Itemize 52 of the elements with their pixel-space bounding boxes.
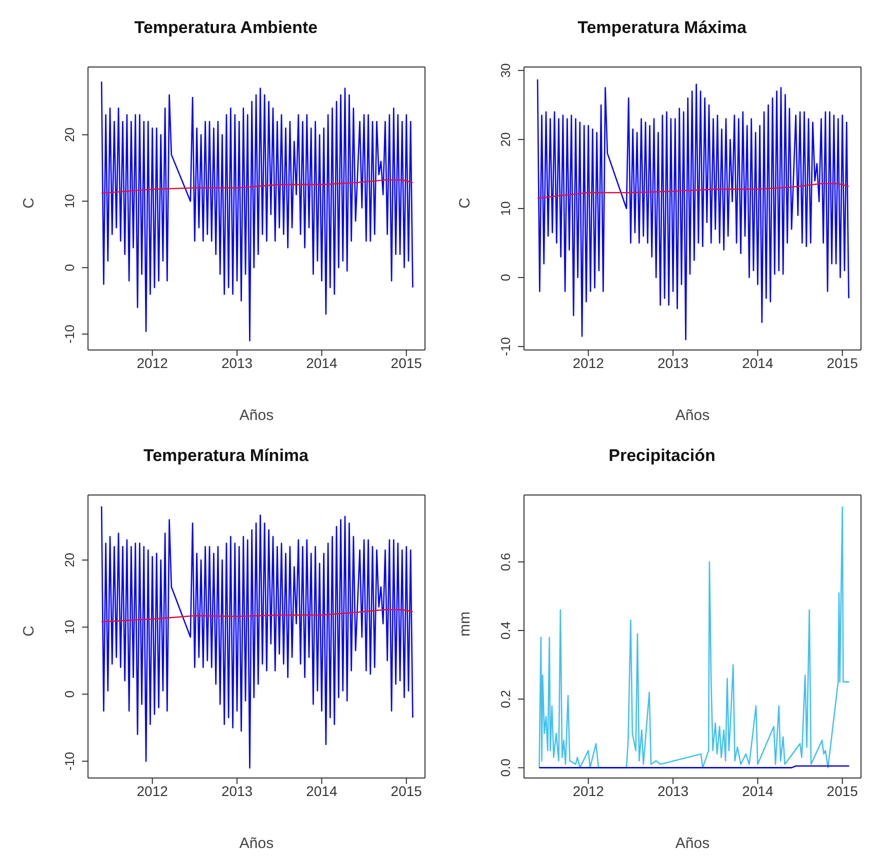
y-tick-label: 20	[62, 552, 77, 568]
y-tick-label: 10	[62, 194, 77, 208]
y-tick-label: 20	[498, 132, 513, 147]
line-series	[100, 179, 414, 194]
x-tick-label: 2013	[657, 782, 689, 799]
y-tick-label: 0.2	[498, 690, 513, 708]
x-tick-label: 2014	[306, 354, 338, 371]
x-tick-label: 2014	[306, 782, 338, 799]
x-axis-title: Años	[239, 407, 274, 424]
x-tick-label: 2015	[826, 354, 858, 371]
x-tick-label: 2012	[136, 782, 168, 799]
y-tick-label: 0.0	[498, 758, 513, 777]
x-axis-title: Años	[675, 407, 710, 424]
y-tick-label: 0	[498, 274, 513, 282]
line-series	[536, 183, 850, 199]
x-tick-label: 2013	[221, 354, 253, 371]
x-tick-label: 2012	[136, 354, 168, 371]
x-tick-label: 2014	[742, 354, 774, 371]
x-axis-title: Años	[675, 835, 710, 852]
y-axis-title: C	[456, 198, 474, 208]
y-axis-title: C	[20, 626, 38, 636]
x-tick-label: 2012	[572, 354, 604, 371]
chart-title: Temperatura Mínima	[142, 446, 310, 466]
x-tick-label: 2015	[390, 782, 422, 799]
y-tick-label: 30	[498, 63, 513, 78]
y-axis-title: mm	[456, 612, 474, 636]
y-tick-label: -10	[62, 324, 77, 344]
chart-title: Precipitación	[608, 446, 716, 466]
line-series	[536, 78, 850, 340]
y-tick-label: 10	[62, 620, 77, 634]
y-tick-label: 0	[62, 264, 77, 272]
chart-title: Temperatura Ambiente	[133, 18, 319, 38]
y-tick-label: -10	[498, 337, 513, 356]
x-tick-label: 2013	[657, 354, 689, 371]
x-tick-label: 2012	[572, 782, 604, 799]
y-tick-label: 0	[62, 690, 77, 698]
y-tick-label: 10	[498, 201, 513, 216]
x-tick-label: 2014	[742, 782, 774, 799]
line-series	[100, 506, 414, 769]
chart-title: Temperatura Máxima	[576, 18, 748, 38]
x-axis-title: Años	[239, 835, 274, 852]
line-series	[100, 609, 414, 622]
line-series	[538, 506, 850, 768]
line-series	[100, 80, 414, 342]
y-axis-title: C	[20, 198, 38, 208]
x-tick-label: 2015	[826, 782, 858, 799]
x-tick-label: 2015	[390, 354, 422, 371]
y-tick-label: 20	[62, 128, 77, 142]
y-tick-label: -10	[62, 752, 77, 771]
y-tick-label: 0.6	[498, 552, 513, 571]
y-tick-label: 0.4	[498, 621, 513, 640]
x-tick-label: 2013	[221, 782, 253, 799]
